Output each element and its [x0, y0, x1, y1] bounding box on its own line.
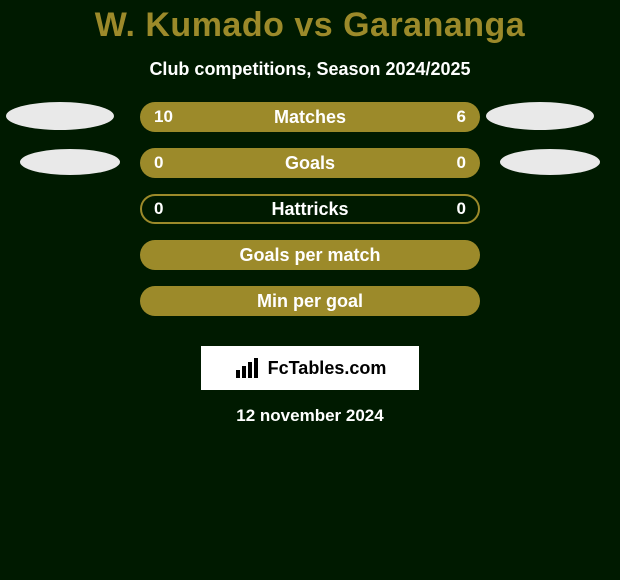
- stat-row: 0Hattricks0: [0, 194, 620, 240]
- stat-pill: Min per goal: [140, 286, 480, 316]
- player-shape-right: [486, 102, 594, 130]
- stat-pill: 0Hattricks0: [140, 194, 480, 224]
- stat-label: Goals per match: [142, 245, 478, 266]
- stat-value-left: 0: [154, 199, 163, 219]
- player-shape-left: [20, 149, 120, 175]
- stat-row: Min per goal: [0, 286, 620, 332]
- snapshot-date: 12 november 2024: [0, 406, 620, 426]
- stat-pill: 0Goals0: [140, 148, 480, 178]
- stat-rows: 10Matches60Goals00Hattricks0Goals per ma…: [0, 102, 620, 332]
- branding-badge: FcTables.com: [201, 346, 419, 390]
- stat-label: Min per goal: [142, 291, 478, 312]
- player-shape-left: [6, 102, 114, 130]
- stat-label: Hattricks: [142, 199, 478, 220]
- stat-pill: Goals per match: [140, 240, 480, 270]
- stat-value-left: 10: [154, 107, 173, 127]
- comparison-subtitle: Club competitions, Season 2024/2025: [0, 59, 620, 80]
- stat-row: 10Matches6: [0, 102, 620, 148]
- stat-pill: 10Matches6: [140, 102, 480, 132]
- branding-text: FcTables.com: [268, 358, 387, 379]
- stat-row: Goals per match: [0, 240, 620, 286]
- stat-value-right: 6: [457, 107, 466, 127]
- player-shape-right: [500, 149, 600, 175]
- stat-value-right: 0: [457, 199, 466, 219]
- stat-row: 0Goals0: [0, 148, 620, 194]
- stat-label: Matches: [142, 107, 478, 128]
- comparison-title: W. Kumado vs Garananga: [0, 0, 620, 45]
- bars-icon: [234, 358, 262, 378]
- stat-value-left: 0: [154, 153, 163, 173]
- stat-label: Goals: [142, 153, 478, 174]
- stat-value-right: 0: [457, 153, 466, 173]
